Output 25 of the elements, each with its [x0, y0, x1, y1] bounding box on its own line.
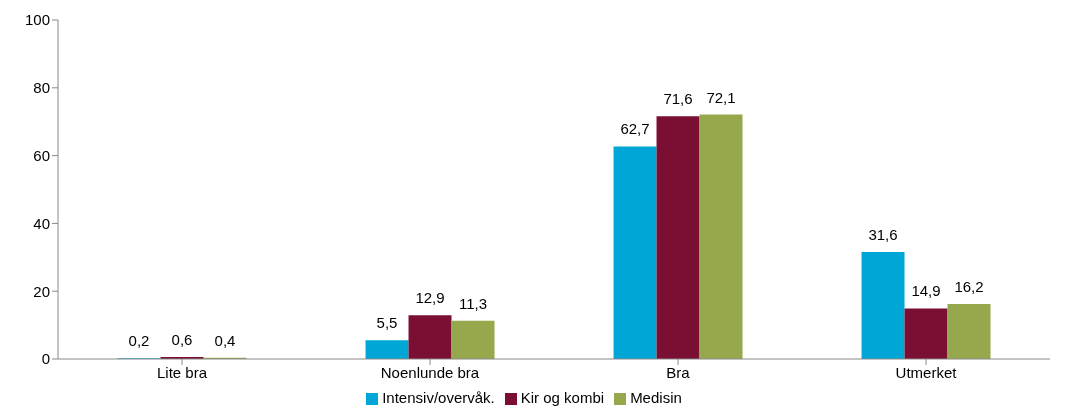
y-tick-label: 20 [33, 282, 50, 300]
data-label: 12,9 [415, 289, 445, 307]
y-tick-label: 100 [24, 11, 50, 29]
y-tick-label: 60 [33, 146, 50, 164]
data-label: 0,2 [128, 332, 150, 350]
x-tick-label: Utmerket [895, 363, 958, 381]
legend-label: Medisin [630, 389, 682, 406]
x-tick-label: Lite bra [156, 363, 208, 381]
data-label: 14,9 [911, 282, 941, 300]
data-label: 71,6 [663, 90, 693, 108]
data-label: 5,5 [376, 314, 398, 332]
x-tick-label: Bra [666, 363, 691, 381]
y-tick-label: 40 [33, 214, 50, 232]
data-label: 0,4 [214, 331, 236, 349]
data-label: 31,6 [868, 225, 898, 243]
legend-label: Intensiv/overvåk. [382, 389, 495, 406]
data-label: 72,1 [706, 88, 736, 106]
data-label: 11,3 [458, 294, 488, 312]
legend-label: Kir og kombi [520, 389, 605, 406]
y-tick-label: 0 [41, 350, 50, 368]
y-tick-label: 80 [33, 79, 50, 97]
x-tick-label: Noenlunde bra [380, 363, 480, 381]
data-label: 62,7 [620, 120, 650, 138]
data-label: 16,2 [954, 278, 984, 296]
data-label: 0,6 [171, 330, 193, 348]
